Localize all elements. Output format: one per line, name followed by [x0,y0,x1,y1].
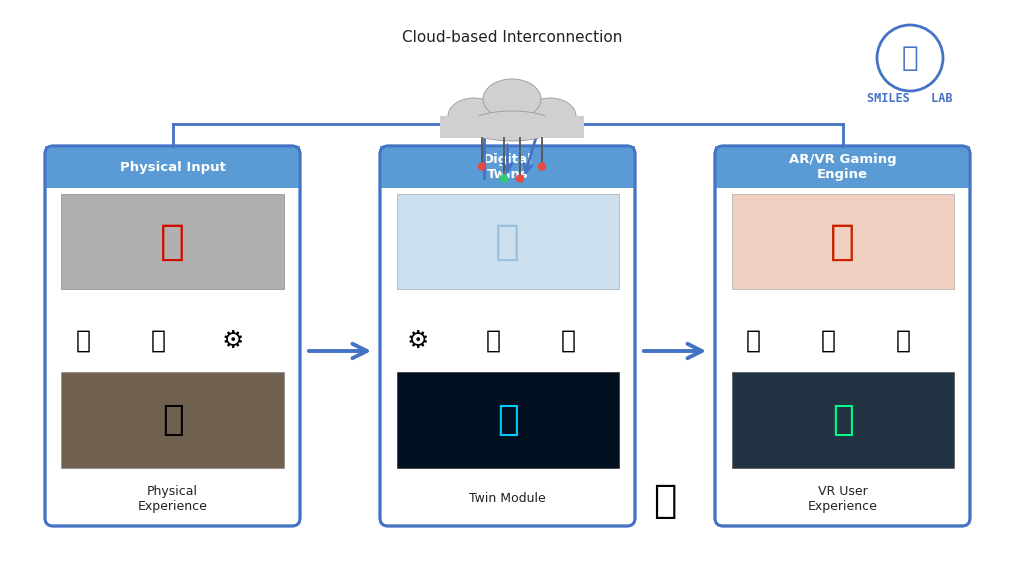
Bar [715,146,970,188]
Bar [61,194,284,289]
Text: Twin Module: Twin Module [469,492,546,506]
Text: Physical
Experience: Physical Experience [137,485,208,513]
Circle shape [538,162,546,170]
Bar [61,372,284,468]
Text: Digital
Twins: Digital Twins [482,153,532,181]
Text: 📶: 📶 [560,329,575,353]
Text: 🚘: 🚘 [76,329,90,353]
Bar [380,146,635,188]
Text: 🌅: 🌅 [162,403,183,437]
Text: 🚙: 🚙 [495,221,520,263]
Circle shape [478,162,486,170]
FancyBboxPatch shape [45,146,300,526]
Bar [440,116,584,138]
Text: 🔗: 🔗 [485,329,501,353]
Text: 🚗: 🚗 [160,221,185,263]
Text: ⚙: ⚙ [222,329,244,353]
Circle shape [516,175,524,183]
Text: 📦: 📦 [745,329,761,353]
Circle shape [500,175,508,183]
Bar [396,372,618,468]
Text: 🥽: 🥽 [831,403,853,437]
Text: AR/VR Gaming
Engine: AR/VR Gaming Engine [788,153,896,181]
Text: 🕵: 🕵 [653,482,677,520]
Text: VR User
Experience: VR User Experience [808,485,878,513]
Text: 🧠: 🧠 [902,44,919,72]
Bar [731,194,953,289]
FancyBboxPatch shape [380,146,635,526]
Bar [731,372,953,468]
Text: 🖥: 🖥 [497,403,518,437]
Ellipse shape [467,111,557,141]
Ellipse shape [483,79,541,119]
Text: ⚙: ⚙ [407,329,429,353]
Text: 👆: 👆 [820,329,836,353]
Bar [45,146,300,188]
FancyBboxPatch shape [715,146,970,526]
Ellipse shape [524,98,575,134]
Text: SMILES   LAB: SMILES LAB [867,92,952,104]
Text: 🎡: 🎡 [151,329,166,353]
Bar [396,194,618,289]
Text: Cloud-based Interconnection: Cloud-based Interconnection [401,31,623,46]
Ellipse shape [449,98,500,134]
Text: 🔄: 🔄 [896,329,910,353]
Text: Physical Input: Physical Input [120,161,225,173]
Text: 🚗: 🚗 [830,221,855,263]
